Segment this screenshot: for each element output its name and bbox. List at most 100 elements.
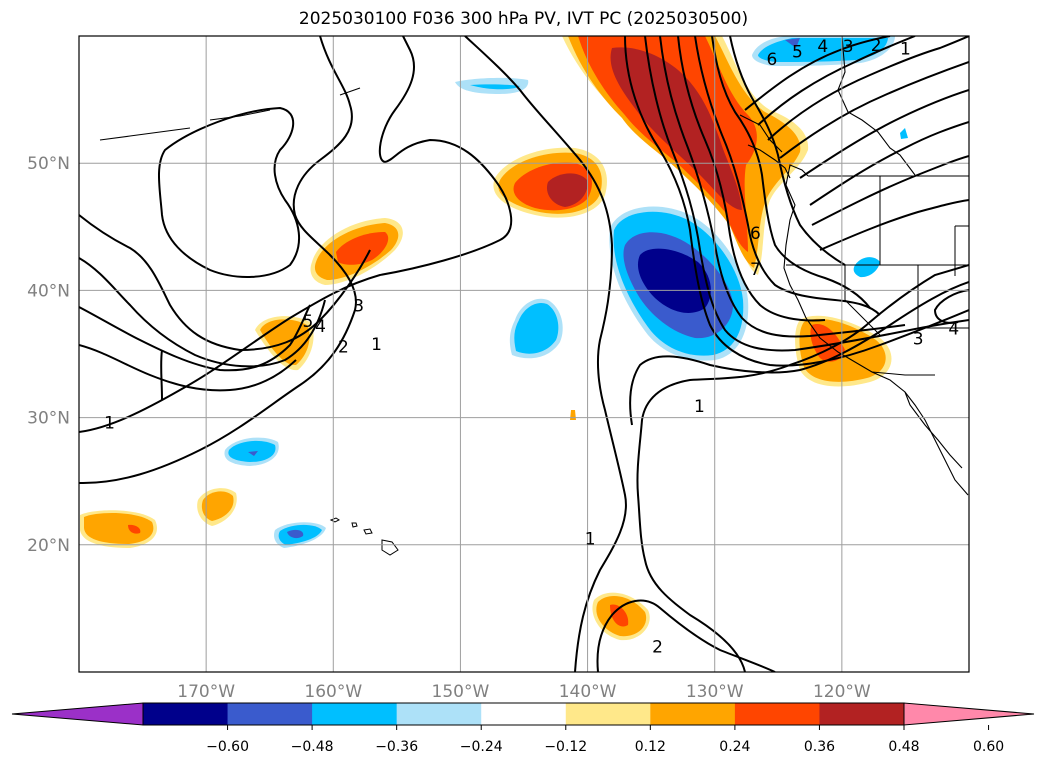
- colorbar: −0.60 −0.48 −0.36 −0.24 −0.12 0.12 0.24 0.36 0.4…: [11, 702, 1035, 755]
- contour-line: [811, 155, 969, 226]
- latitude-labels: 50°N 40°N 30°N 20°N: [27, 154, 70, 556]
- colorbar-label: −0.12: [544, 739, 587, 755]
- contour-line: [694, 36, 881, 316]
- contour-label: 6: [750, 224, 761, 244]
- contour-line: [799, 89, 969, 179]
- latitude-label: 20°N: [27, 536, 70, 556]
- contour-line: [79, 36, 357, 485]
- island: [363, 528, 373, 535]
- anomaly-region: [900, 128, 908, 139]
- colorbar-bin: [143, 703, 229, 725]
- colorbar-bin: [396, 703, 482, 725]
- anomaly-region: [128, 524, 141, 534]
- contour-label: 3: [843, 37, 854, 57]
- colorbar-extend-low: [11, 702, 144, 726]
- colorbar-extend-high: [903, 702, 1035, 726]
- map-title: 2025030100 F036 300 hPa PV, IVT PC (2025…: [298, 9, 749, 29]
- anomaly-region: [201, 491, 234, 521]
- anomaly-region: [248, 451, 258, 456]
- longitude-label: 130°W: [686, 682, 744, 702]
- state-border: [954, 225, 969, 276]
- colorbar-bin: [650, 703, 736, 725]
- contour-line: [464, 36, 627, 672]
- anomaly-region: [84, 512, 154, 544]
- contour-label: 4: [315, 317, 326, 337]
- latitude-label: 40°N: [27, 281, 70, 301]
- longitude-label: 120°W: [813, 682, 871, 702]
- anomaly-region: [610, 47, 742, 210]
- baja-coast: [904, 391, 963, 469]
- anomaly-region: [637, 248, 711, 313]
- longitude-label: 150°W: [432, 682, 490, 702]
- contour-label: 1: [694, 397, 705, 417]
- longitude-label: 140°W: [559, 682, 617, 702]
- mexico-border: [871, 371, 935, 376]
- state-border: [917, 265, 969, 329]
- contour-label: 1: [104, 414, 115, 434]
- contour-label: 4: [817, 37, 828, 57]
- contour-line: [659, 36, 906, 338]
- contour-line: [677, 36, 826, 322]
- contour-line: [933, 289, 969, 324]
- contour-line: [644, 36, 969, 352]
- anomaly-region: [287, 529, 304, 539]
- contour-label: 5: [792, 42, 803, 62]
- contour-label: 5: [302, 312, 313, 332]
- anomaly-region: [514, 302, 559, 354]
- colorbar-bin: [734, 703, 820, 725]
- contour-label: 3: [353, 297, 364, 317]
- hawaiian-islands: [329, 517, 399, 556]
- colorbar-label: 0.12: [635, 739, 666, 755]
- contour-label: 1: [371, 335, 382, 355]
- anomaly-region: [853, 257, 880, 278]
- longitude-label: 160°W: [304, 682, 362, 702]
- contour-label: 2: [871, 36, 882, 56]
- island: [381, 539, 399, 556]
- colorbar-label: 0.36: [804, 739, 835, 755]
- island: [351, 522, 358, 528]
- contour-line: [779, 61, 969, 159]
- contour-line: [744, 36, 891, 111]
- islands: [99, 87, 783, 153]
- anomaly-region: [228, 440, 276, 462]
- contour-line: [79, 214, 371, 352]
- latitude-label: 50°N: [27, 154, 70, 174]
- colorbar-bin: [819, 703, 905, 725]
- pv-contours: [79, 36, 969, 672]
- anomaly-region: [810, 324, 845, 362]
- colorbar-label: −0.48: [291, 739, 334, 755]
- contour-line: [809, 121, 969, 206]
- colorbar-label: −0.36: [375, 739, 418, 755]
- contour-label: 1: [585, 529, 596, 549]
- contour-line: [729, 36, 846, 266]
- contour-line: [629, 281, 969, 426]
- contour-label: 2: [338, 337, 349, 357]
- vancouver-island: [747, 144, 791, 179]
- contour-label: 6: [767, 50, 778, 70]
- contour-line: [79, 344, 297, 392]
- contour-line: [624, 36, 969, 367]
- colorbar-bin: [481, 703, 567, 725]
- anomaly-region: [470, 84, 520, 90]
- anomaly-region: [785, 38, 800, 48]
- longitude-label: 170°W: [177, 682, 235, 702]
- contour-label: 7: [750, 260, 761, 280]
- colorbar-bin: [565, 703, 651, 725]
- contour-label: 4: [948, 320, 959, 340]
- contour-line: [79, 257, 326, 368]
- contour-line: [160, 349, 163, 401]
- graticule: [79, 36, 969, 672]
- latitude-label: 30°N: [27, 409, 70, 429]
- contour-line: [711, 36, 871, 309]
- colorbar-bin: [312, 703, 398, 725]
- contour-line: [767, 36, 969, 141]
- colorbar-label: 0.60: [973, 739, 1004, 755]
- anomaly-region: [336, 232, 389, 265]
- contour-line: [157, 106, 301, 278]
- colorbar-outline: [142, 702, 905, 726]
- map-frame: [78, 35, 970, 673]
- longitude-labels: 170°W 160°W 150°W 140°W 130°W 120°W: [177, 682, 871, 702]
